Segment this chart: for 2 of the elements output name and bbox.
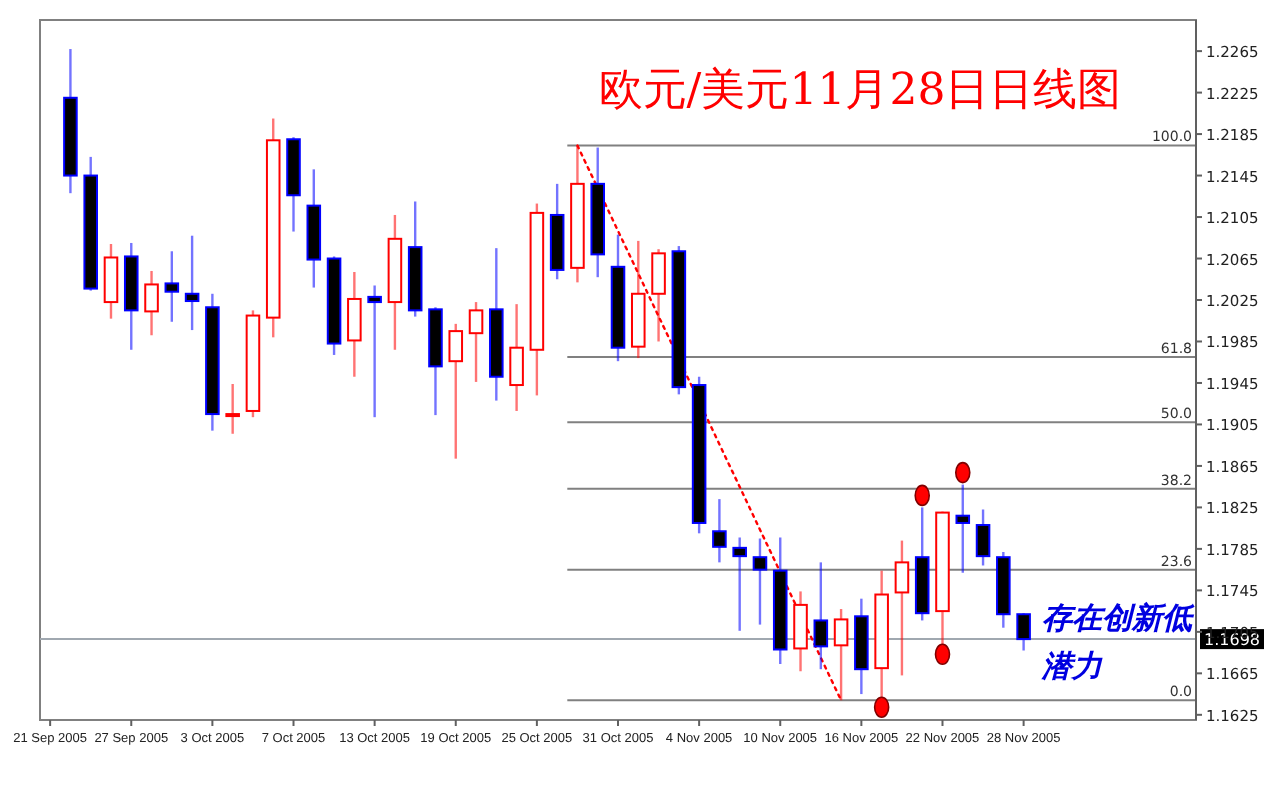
text: 欧元/美元11月28日日线图 xyxy=(598,66,1122,116)
annotation: 存在创新低潜力 xyxy=(1040,600,1196,684)
